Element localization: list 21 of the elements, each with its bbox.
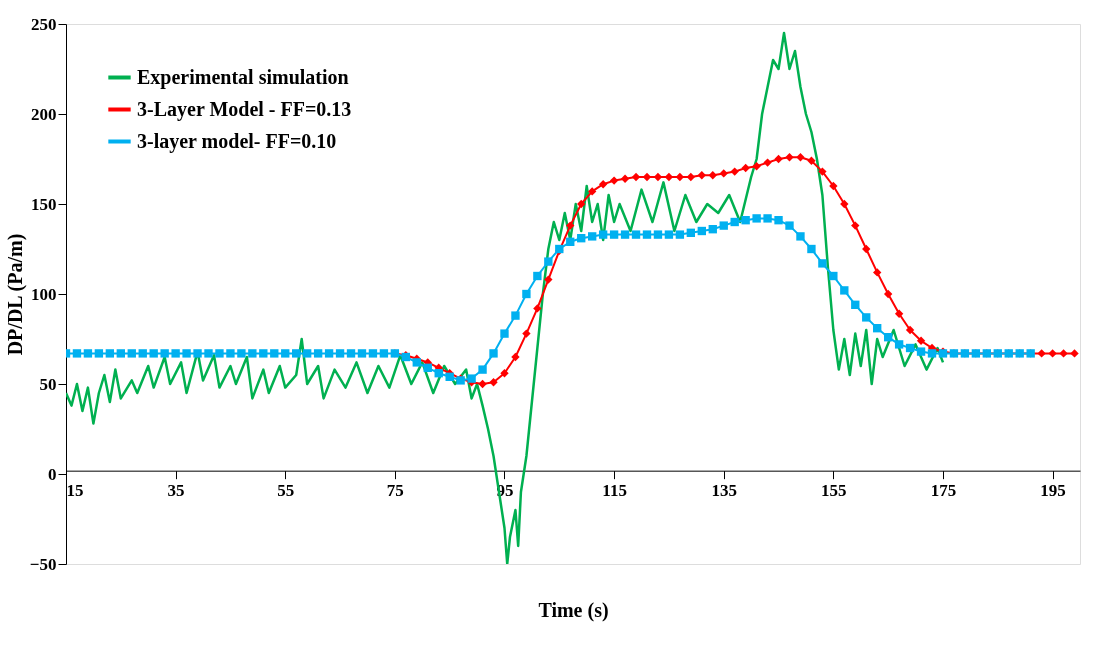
y-tick-label: 50 [39,374,57,394]
x-tick-label: 75 [386,481,404,501]
legend-label: Experimental simulation [137,65,349,89]
y-axis-title: DP/DL (Pa/m) [3,233,27,356]
y-tick-label: −50 [29,554,57,574]
y-tick-label: 0 [48,464,57,484]
y-tick-label: 250 [31,14,57,34]
x-tick-label: 195 [1040,481,1066,501]
y-tick-label: 200 [31,104,57,124]
legend-label: 3-Layer Model - FF=0.13 [137,97,352,121]
y-tick-label: 150 [31,194,57,214]
x-tick-label: 175 [930,481,957,501]
x-tick-label: 135 [711,481,737,501]
legend-label: 3-layer model- FF=0.10 [137,129,337,153]
x-tick-label: 55 [277,481,295,501]
x-axis-title: Time (s) [538,598,609,622]
x-tick-label: 155 [821,481,847,501]
x-tick-label: 35 [167,481,185,501]
x-tick-label: 15 [66,481,84,501]
x-tick-label: 115 [602,481,627,501]
y-tick-label: 100 [31,284,57,304]
